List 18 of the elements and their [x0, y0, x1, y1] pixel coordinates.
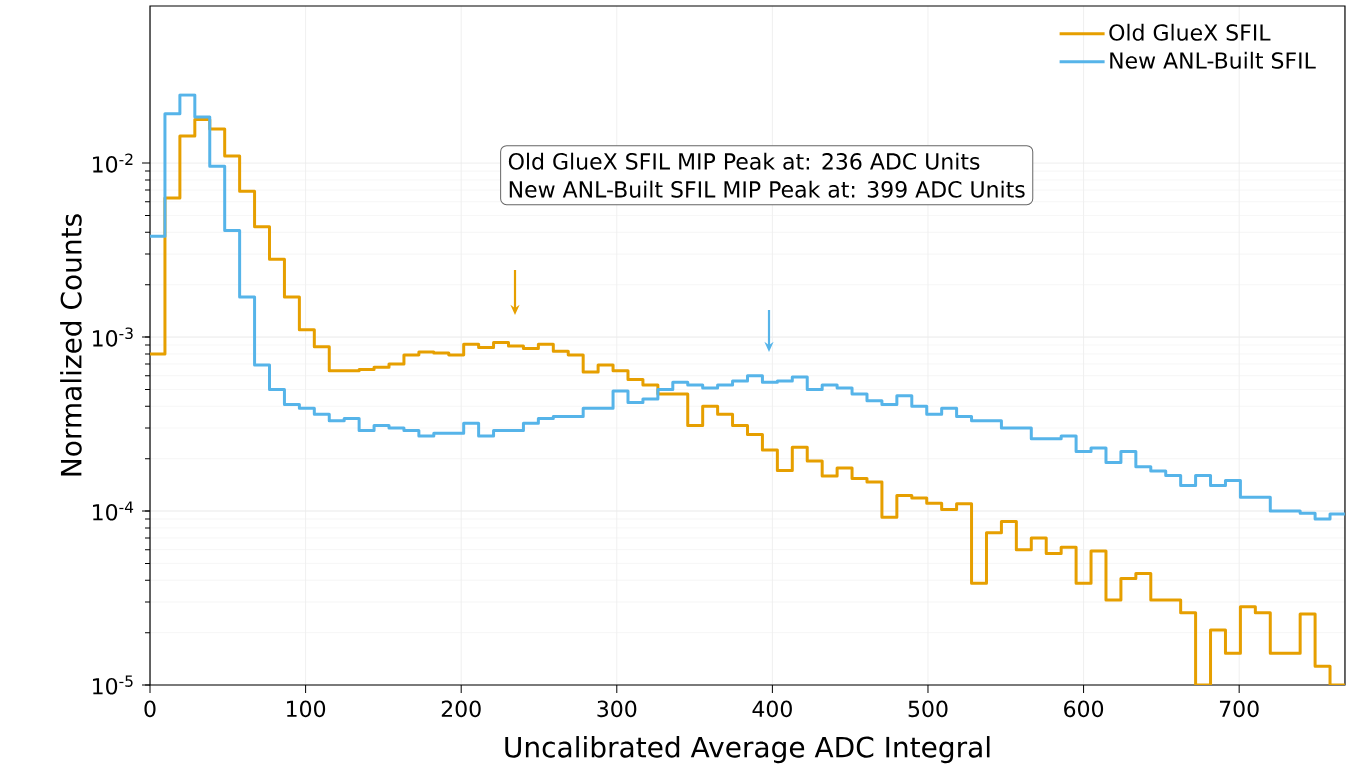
annotation: Old GlueX SFIL MIP Peak at: 236 ADC Units: [508, 152, 980, 170]
x-tick-label: 700: [1219, 700, 1259, 718]
x-tick-label: 300: [597, 700, 637, 718]
y-tick-label: 10$^{-3}$: [93, 327, 133, 347]
legend-label: New ANL-Built SFIL: [1110, 51, 1316, 69]
y-tick-label: 10$^{-4}$: [93, 501, 134, 521]
x-axis-title: Uncalibrated Average ADC Integral: [505, 736, 990, 764]
y-tick-label: 10$^{-5}$: [93, 675, 133, 695]
x-tick-label: 500: [908, 700, 948, 718]
y-tick-label: 10$^{-2}$: [93, 153, 133, 173]
x-tick-label: 600: [1064, 700, 1104, 718]
legend-label: Old GlueX SFIL: [1109, 23, 1271, 41]
x-tick-label: 0: [144, 700, 156, 718]
x-tick-label: 400: [752, 700, 792, 718]
annotation: New ANL-Built SFIL MIP Peak at: 399 ADC Units: [509, 180, 1025, 198]
x-tick-label: 100: [287, 700, 326, 718]
x-tick-label: 200: [441, 700, 481, 718]
y-axis-title: Normalized Counts: [60, 214, 82, 476]
